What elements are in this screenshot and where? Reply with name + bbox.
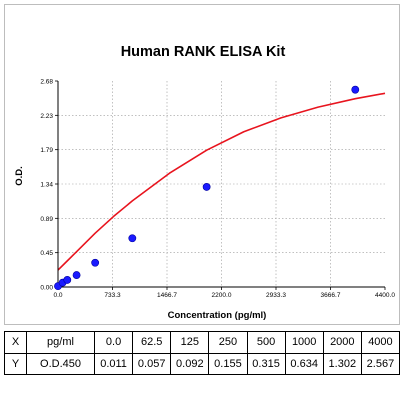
data-point [91, 258, 100, 267]
tick-labels: 0.0 733.3 1466.7 2200.0 2933.3 3666.7 4400.0 0.… [40, 79, 395, 300]
table-cell: 0.011 [93, 352, 134, 375]
table-cell: 0.155 [208, 352, 248, 375]
y-tick-label: 2.68 [40, 79, 53, 86]
axes [55, 80, 386, 290]
x-tick-label: 3666.7 [321, 292, 341, 299]
table-cell: 0.634 [284, 352, 324, 375]
x-tick-label: 733.3 [104, 292, 121, 299]
y-tick-label: 1.79 [40, 147, 53, 154]
data-point [202, 183, 211, 191]
x-tick-label: 4400.0 [375, 292, 395, 299]
grid [58, 81, 385, 287]
chart-title: Human RANK ELISA Kit [121, 44, 286, 60]
data-point [351, 85, 360, 94]
data-point [72, 271, 81, 279]
x-tick-label: 0.0 [53, 292, 62, 299]
y-tick-label: 2.23 [40, 113, 53, 120]
chart-panel: Human RANK ELISA Kit 0.0 733.3 1466.7 2200.… [4, 4, 400, 325]
table-cell: 62.5 [132, 331, 172, 354]
table-cell: 1.302 [322, 352, 362, 375]
y-tick-label: 1.34 [40, 182, 53, 189]
table-cell: 1000 [284, 331, 324, 354]
table-cell: 4000 [360, 331, 401, 354]
curve-layer [57, 92, 386, 271]
row-name-cell: pg/ml [26, 331, 95, 354]
row-label-cell: X [4, 331, 27, 354]
y-tick-label: 0.89 [40, 216, 53, 223]
table-cell: 0.0 [93, 331, 134, 354]
table-cell: 500 [246, 331, 286, 354]
table-cell: 2.567 [360, 352, 401, 375]
table-cell: 250 [208, 331, 248, 354]
table-cell: 2000 [322, 331, 362, 354]
y-tick-label: 0.00 [40, 285, 53, 292]
table-cell: 0.092 [170, 352, 210, 375]
y-tick-label: 0.45 [40, 250, 53, 257]
y-axis-label: O.D. [14, 166, 25, 186]
points-layer [54, 85, 360, 291]
fitted-curve [57, 92, 386, 271]
data-point [63, 276, 72, 284]
table-cell: 0.315 [246, 352, 286, 375]
data-point [128, 234, 137, 243]
row-name-cell: O.D.450 [26, 352, 95, 375]
row-label-cell: Y [4, 352, 27, 375]
table-cell: 125 [170, 331, 210, 354]
table-cell: 0.057 [132, 352, 172, 375]
x-tick-label: 2200.0 [212, 292, 232, 299]
chart: Human RANK ELISA Kit 0.0 733.3 1466.7 2200.… [14, 44, 395, 321]
table-row: Y O.D.450 0.011 0.057 0.092 0.155 0.315 0.634 1.… [4, 352, 401, 375]
x-tick-label: 1466.7 [157, 292, 177, 299]
x-tick-label: 2933.3 [266, 292, 286, 299]
x-axis-label: Concentration (pg/ml) [168, 310, 267, 321]
